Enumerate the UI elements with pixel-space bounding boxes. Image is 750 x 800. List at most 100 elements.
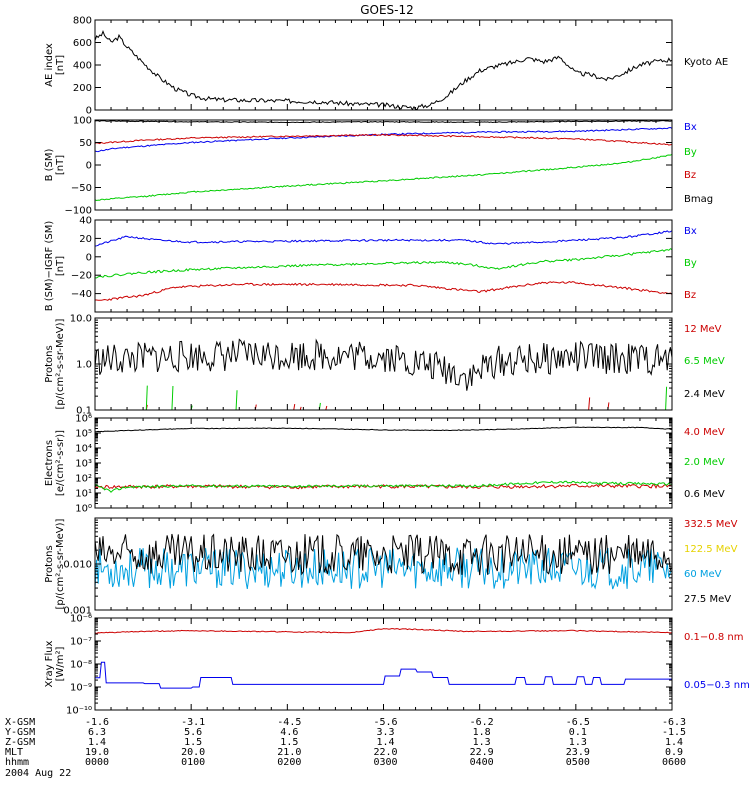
ytick-label: 10⁴ — [75, 444, 92, 455]
footer-value: 22.0 — [373, 747, 397, 758]
footer-value: 1.5 — [184, 737, 202, 748]
legend-entry: Kyoto AE — [684, 57, 728, 68]
legend-entry: 12 MeV — [684, 324, 722, 335]
legend-entry: 2.4 MeV — [684, 389, 725, 400]
series-protons_high-2 — [95, 546, 672, 590]
ytick-label: −20 — [71, 271, 92, 282]
series-bdiff-1 — [95, 248, 672, 279]
ytick-label: 10⁻⁷ — [70, 637, 92, 648]
series-ae-0 — [95, 29, 672, 110]
footer-value: -1.5 — [662, 727, 686, 738]
panel-ylabel: B (SM) — [44, 148, 55, 181]
ytick-label: 0 — [86, 252, 92, 263]
footer-value: 0.1 — [569, 727, 587, 738]
date-label: 2004 Aug 22 — [5, 768, 71, 779]
legend-entry: 27.5 MeV — [684, 594, 731, 605]
legend-entry: 2.0 MeV — [684, 457, 725, 468]
footer-value: -5.6 — [373, 717, 397, 728]
series-electrons-2 — [95, 426, 672, 433]
panel-ylabel: [p/(cm²-s-sr-MeV)] — [55, 518, 66, 609]
legend-entry: By — [684, 258, 697, 269]
panel-ylabel: [nT] — [55, 55, 66, 75]
footer-value: 1.3 — [473, 737, 491, 748]
legend-entry: 4.0 MeV — [684, 427, 725, 438]
footer-value: -1.6 — [85, 717, 109, 728]
legend-entry: Bx — [684, 226, 697, 237]
panel-protons_low: 0.1 1.0 10.0 Protons [p/(cm²-s-sr-MeV)] 12 Me… — [44, 314, 725, 417]
ytick-label: 10¹ — [75, 489, 92, 500]
legend-entry: Bz — [684, 170, 696, 181]
legend-entry: Bz — [684, 290, 696, 301]
ytick-label: 400 — [73, 61, 92, 72]
series-xray-0 — [95, 628, 672, 635]
footer-row-label: MLT — [5, 747, 23, 758]
footer-value: 0300 — [373, 757, 397, 768]
footer-value: -6.5 — [566, 717, 590, 728]
series-electrons-1 — [95, 480, 672, 493]
series-xray-1 — [95, 661, 672, 689]
series-protons_low-2 — [95, 338, 672, 391]
legend-entry: 0.6 MeV — [684, 489, 725, 500]
footer-value: -4.5 — [277, 717, 301, 728]
legend-entry: Bx — [684, 122, 697, 133]
ytick-label: 600 — [73, 38, 92, 49]
panel-ylabel: B (SM)−IGRF (SM) — [44, 221, 55, 312]
series-bdiff-0 — [95, 230, 672, 247]
panel-protons_high: 0.001 0.010 Protons [p/(cm²-s-sr-MeV)] 332.5… — [44, 517, 738, 617]
series-protons_low-0 — [145, 397, 610, 410]
ytick-label: −100 — [65, 206, 92, 217]
footer-row-label: Y-GSM — [5, 727, 35, 738]
ytick-label: 0.1 — [76, 406, 92, 417]
panel-frame — [94, 119, 673, 211]
series-protons_high-3 — [95, 533, 672, 576]
panel-ylabel: [W/m²] — [55, 646, 66, 681]
panel-frame — [94, 417, 673, 509]
ytick-label: 0 — [86, 106, 92, 117]
footer-value: 0200 — [277, 757, 301, 768]
legend-entry: 332.5 MeV — [684, 519, 738, 530]
legend-entry: Bmag — [684, 194, 713, 205]
panel-ylabel: [p/(cm²-s-sr-MeV)] — [55, 318, 66, 409]
footer-row-label: X-GSM — [5, 717, 35, 728]
ytick-label: 200 — [73, 83, 92, 94]
footer-value: -6.3 — [662, 717, 686, 728]
footer-value: 0000 — [85, 757, 109, 768]
footer-value: -6.2 — [470, 717, 494, 728]
footer-value: 19.0 — [85, 747, 109, 758]
series-bsm-2 — [95, 133, 672, 146]
panel-electrons: 10⁰ 10¹ 10² 10³ 10⁴ 10⁵ 10⁶ Electrons [e/(cm²-s-… — [44, 414, 725, 515]
ytick-label: 10⁶ — [75, 414, 92, 425]
footer-value: 5.6 — [184, 727, 202, 738]
ytick-label: 10² — [75, 474, 92, 485]
orbit-time-axis: X-GSMY-GSMZ-GSMMLThhmm-1.66.31.419.00000… — [5, 717, 686, 768]
footer-value: 1.8 — [473, 727, 491, 738]
panel-bdiff: −40 −20 0 20 40 B (SM)−IGRF (SM) [nT] Bx By Bz — [44, 216, 697, 313]
ytick-label: 40 — [79, 216, 92, 227]
legend-entry: 122.5 MeV — [684, 544, 738, 555]
legend-entry: 0.05−0.3 nm — [684, 680, 750, 691]
panel-frame — [94, 517, 673, 611]
ytick-label: 800 — [73, 16, 92, 27]
panel-frame — [94, 617, 673, 711]
footer-value: 22.9 — [470, 747, 494, 758]
ytick-label: 10⁵ — [75, 429, 92, 440]
ytick-label: −40 — [71, 289, 92, 300]
legend-entry: 0.1−0.8 nm — [684, 632, 743, 643]
ytick-label: 10⁻¹⁰ — [66, 706, 92, 717]
footer-value: 0600 — [662, 757, 686, 768]
panel-ylabel: AE index — [44, 43, 55, 87]
panel-ae: 0 200 400 600 800 AE index [nT] Kyoto AE — [44, 16, 728, 117]
footer-row-label: hhmm — [5, 757, 29, 768]
ytick-label: 0.010 — [63, 560, 92, 571]
ytick-label: 100 — [73, 116, 92, 127]
ytick-label: 10³ — [75, 459, 92, 470]
footer-value: 0.9 — [665, 747, 683, 758]
footer-value: 1.5 — [280, 737, 298, 748]
ytick-label: 10⁻⁶ — [70, 614, 92, 625]
ytick-label: 10⁰ — [75, 504, 92, 515]
panel-ylabel: [nT] — [55, 256, 66, 276]
footer-value: 1.3 — [569, 737, 587, 748]
figure-title: GOES-12 — [360, 3, 414, 17]
